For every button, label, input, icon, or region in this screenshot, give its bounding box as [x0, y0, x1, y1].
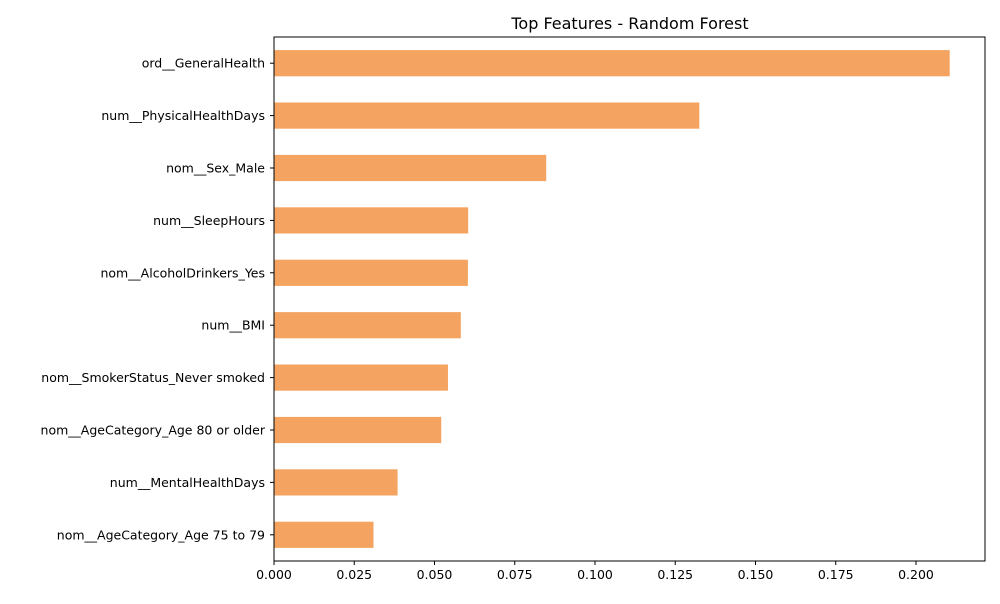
bar — [274, 364, 448, 391]
y-tick-label: ord__GeneralHealth — [142, 56, 265, 71]
x-tick-label: 0.200 — [898, 567, 934, 582]
bar — [274, 154, 547, 182]
bar — [274, 207, 469, 234]
bar — [274, 50, 950, 77]
x-tick-label: 0.175 — [818, 567, 854, 582]
y-tick-label: num__BMI — [201, 318, 265, 333]
y-tick-label: num__PhysicalHealthDays — [101, 108, 265, 123]
y-ticks-layer: ord__GeneralHealth num__PhysicalHealthDay… — [41, 56, 274, 542]
y-tick-label: nom__AgeCategory_Age 75 to 79 — [57, 527, 265, 542]
y-tick-label: nom__AlcoholDrinkers_Yes — [100, 265, 265, 280]
y-tick-label: num__MentalHealthDays — [110, 475, 265, 490]
x-tick-label: 0.075 — [497, 567, 533, 582]
x-ticks-layer: 0.000 0.025 0.050 0.075 0.100 0.125 0.150 0.175… — [256, 561, 934, 582]
x-tick-label: 0.000 — [256, 567, 292, 582]
y-tick-label: nom__Sex_Male — [166, 161, 265, 176]
bar — [274, 416, 442, 444]
axes-frame — [273, 36, 986, 562]
y-tick-label: nom__AgeCategory_Age 80 or older — [41, 423, 266, 438]
x-tick-label: 0.100 — [577, 567, 613, 582]
x-tick-label: 0.050 — [417, 567, 453, 582]
bars-layer — [274, 50, 950, 548]
y-tick-label: nom__SmokerStatus_Never smoked — [41, 370, 265, 385]
chart-title: Top Features - Random Forest — [510, 14, 748, 33]
bar — [274, 259, 468, 286]
x-tick-label: 0.025 — [336, 567, 372, 582]
y-tick-label: num__SleepHours — [153, 213, 265, 228]
bar — [274, 521, 374, 548]
bar — [274, 102, 700, 129]
bar — [274, 469, 398, 496]
bar — [274, 312, 461, 339]
axes-layer — [273, 36, 986, 562]
x-tick-label: 0.150 — [738, 567, 774, 582]
x-tick-label: 0.125 — [657, 567, 693, 582]
